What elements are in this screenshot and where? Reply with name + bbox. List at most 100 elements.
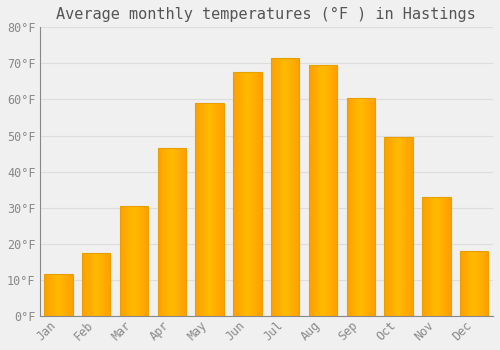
Bar [170,148,171,316]
Bar [254,72,255,316]
Bar [400,137,402,316]
Bar [176,148,178,316]
Bar [276,58,278,316]
Bar [422,197,423,316]
Bar [373,98,374,316]
Bar [69,274,70,316]
Bar [210,103,212,316]
Bar [208,103,210,316]
Bar [198,103,200,316]
Bar [94,253,96,316]
Bar [49,274,50,316]
Bar [296,58,298,316]
Bar [196,103,198,316]
Bar [404,137,405,316]
Bar [70,274,71,316]
Bar [360,98,361,316]
Bar [257,72,258,316]
Bar [50,274,51,316]
Bar [334,65,336,316]
Bar [278,58,280,316]
Bar [443,197,444,316]
Bar [221,103,222,316]
Bar [169,148,170,316]
Bar [322,65,323,316]
Bar [134,206,135,316]
Bar [238,72,239,316]
Bar [275,58,276,316]
Bar [66,274,67,316]
Bar [158,148,186,316]
Bar [108,253,110,316]
Bar [298,58,300,316]
Bar [71,274,72,316]
Bar [62,274,63,316]
Bar [255,72,256,316]
Bar [394,137,395,316]
Bar [126,206,128,316]
Bar [482,251,484,316]
Bar [392,137,393,316]
Bar [121,206,122,316]
Bar [393,137,394,316]
Bar [442,197,443,316]
Bar [106,253,108,316]
Bar [130,206,131,316]
Bar [99,253,100,316]
Bar [432,197,434,316]
Bar [271,58,300,316]
Bar [105,253,106,316]
Bar [48,274,49,316]
Bar [256,72,257,316]
Bar [202,103,203,316]
Bar [63,274,64,316]
Bar [395,137,396,316]
Bar [289,58,290,316]
Title: Average monthly temperatures (°F ) in Hastings: Average monthly temperatures (°F ) in Ha… [56,7,476,22]
Bar [237,72,238,316]
Bar [474,251,475,316]
Bar [426,197,427,316]
Bar [98,253,99,316]
Bar [446,197,447,316]
Bar [406,137,407,316]
Bar [244,72,246,316]
Bar [444,197,445,316]
Bar [103,253,104,316]
Bar [460,251,461,316]
Bar [423,197,424,316]
Bar [294,58,296,316]
Bar [82,253,110,316]
Bar [90,253,92,316]
Bar [320,65,321,316]
Bar [180,148,182,316]
Bar [481,251,482,316]
Bar [408,137,409,316]
Bar [248,72,250,316]
Bar [354,98,355,316]
Bar [364,98,366,316]
Bar [65,274,66,316]
Bar [330,65,332,316]
Bar [282,58,284,316]
Bar [319,65,320,316]
Bar [422,197,450,316]
Bar [137,206,138,316]
Bar [288,58,289,316]
Bar [348,98,350,316]
Bar [205,103,206,316]
Bar [84,253,85,316]
Bar [405,137,406,316]
Bar [318,65,319,316]
Bar [100,253,101,316]
Bar [158,148,160,316]
Bar [172,148,173,316]
Bar [246,72,248,316]
Bar [321,65,322,316]
Bar [309,65,310,316]
Bar [374,98,375,316]
Bar [182,148,183,316]
Bar [356,98,357,316]
Bar [212,103,214,316]
Bar [240,72,241,316]
